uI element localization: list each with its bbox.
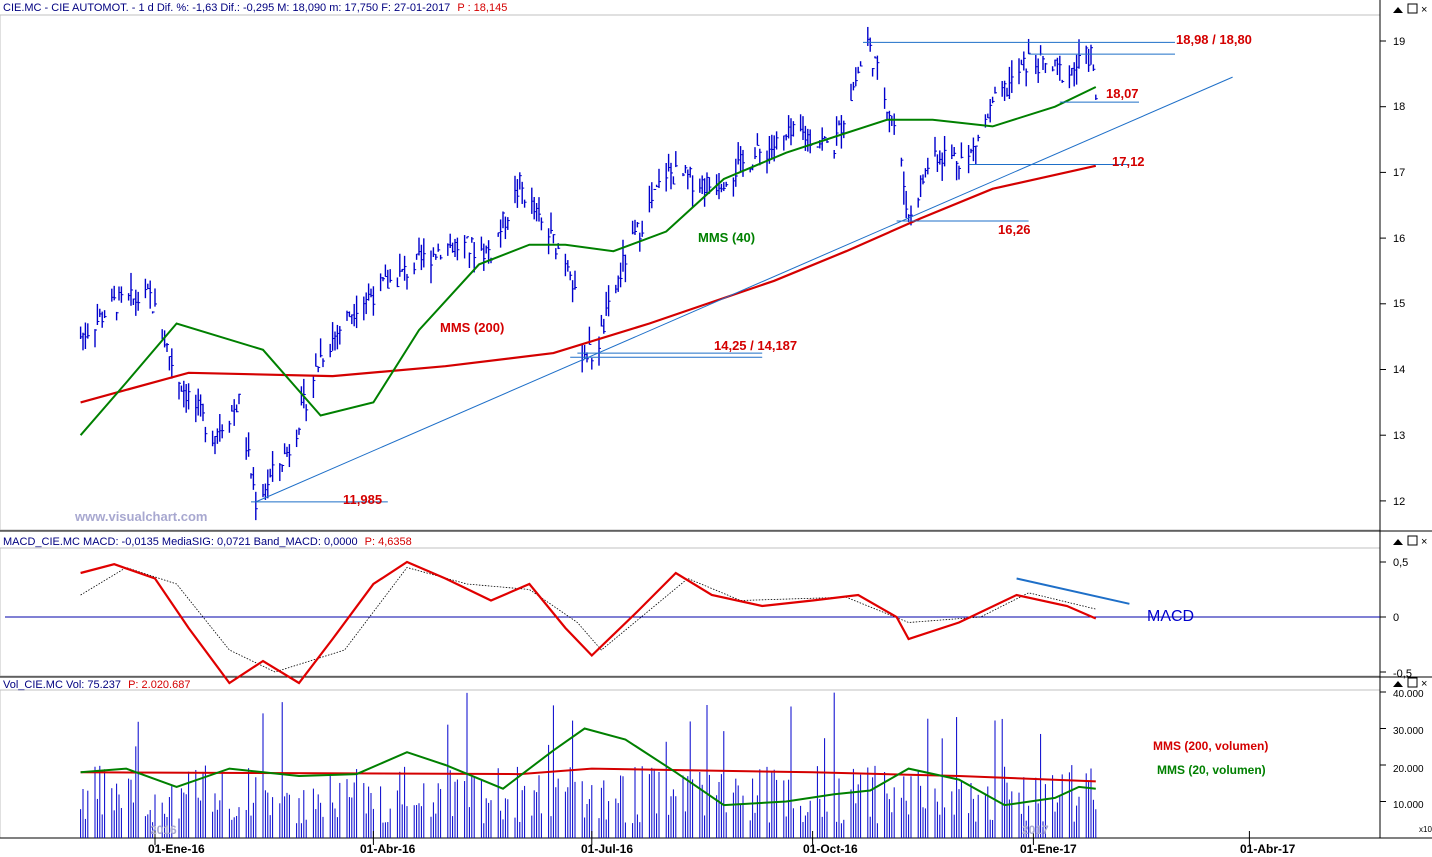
macd-header-last: P: 4,6358 — [365, 536, 412, 548]
y-tick: 30.000 — [1393, 726, 1424, 737]
price-bars — [79, 26, 1098, 521]
volume-y-axis: 40.000 30.000 20.000 10.000 — [1393, 689, 1424, 811]
level-label-18-98: 18,98 / 18,80 — [1176, 32, 1252, 47]
volume-bars — [80, 692, 1097, 838]
volume-panel-controls[interactable]: × — [1393, 677, 1427, 690]
y-tick: 40.000 — [1393, 689, 1424, 700]
level-label-18-07: 18,07 — [1106, 86, 1139, 101]
year-label-2016: 2016 — [150, 823, 177, 837]
macd-label: MACD — [1147, 608, 1194, 625]
watermark: www.visualchart.com — [74, 509, 207, 524]
volume-multiplier: x10 — [1419, 825, 1432, 834]
volume-header-last: P: 2.020.687 — [128, 679, 190, 691]
x-tick: 01-Abr-16 — [360, 842, 416, 856]
y-tick: 20.000 — [1393, 764, 1424, 775]
volume-header: Vol_CIE.MC Vol: 75.237 P: 2.020.687 — [3, 679, 190, 691]
y-tick: 19 — [1393, 36, 1405, 48]
price-header-text: CIE.MC - CIE AUTOMOT. - 1 d Dif. %: -1,6… — [3, 2, 450, 14]
x-axis: 01-Ene-16 01-Abr-16 01-Jul-16 01-Oct-16 … — [148, 842, 1296, 856]
price-panel-controls[interactable]: × — [1393, 3, 1427, 16]
y-tick: 18 — [1393, 101, 1405, 113]
close-icon[interactable]: × — [1421, 678, 1427, 690]
macd-header: MACD_CIE.MC MACD: -0,0135 MediaSIG: 0,07… — [3, 536, 412, 548]
level-label-11-985: 11,985 — [343, 492, 382, 507]
price-y-axis: 19 18 17 16 15 14 13 12 — [1393, 36, 1405, 508]
indicator-lines — [5, 76, 1380, 807]
axis-ticks — [154, 40, 1386, 845]
arrow-up-icon[interactable] — [1393, 7, 1403, 13]
close-icon[interactable]: × — [1421, 4, 1427, 16]
y-tick: 0,5 — [1393, 557, 1408, 569]
year-label-2017: 2017 — [1022, 823, 1049, 837]
arrow-up-icon[interactable] — [1393, 539, 1403, 545]
level-label-17-12: 17,12 — [1112, 154, 1145, 169]
mms200-label: MMS (200) — [440, 320, 504, 335]
level-label-16-26: 16,26 — [998, 222, 1031, 237]
close-icon[interactable]: × — [1421, 536, 1427, 548]
x-tick: 01-Ene-17 — [1020, 842, 1077, 856]
macd-panel-frame — [0, 547, 1381, 677]
maximize-icon[interactable] — [1407, 3, 1418, 14]
y-tick: 12 — [1393, 496, 1405, 508]
y-tick: 16 — [1393, 233, 1405, 245]
level-lines — [251, 41, 1175, 503]
trend-line — [255, 76, 1233, 503]
y-tick: 17 — [1393, 167, 1405, 179]
price-header-last: P : 18,145 — [457, 2, 507, 14]
arrow-up-icon[interactable] — [1393, 681, 1403, 687]
x-tick: 01-Oct-16 — [803, 842, 858, 856]
x-tick: 01-Ene-16 — [148, 842, 205, 856]
level-label-14-25: 14,25 / 14,187 — [714, 338, 797, 353]
mms40-line — [79, 86, 1097, 436]
y-tick: -0,5 — [1393, 668, 1412, 680]
x-tick: 01-Jul-16 — [581, 842, 633, 856]
vol-mms200-line — [80, 767, 1096, 783]
y-tick: 15 — [1393, 298, 1405, 310]
macd-header-text: MACD_CIE.MC MACD: -0,0135 MediaSIG: 0,07… — [3, 536, 358, 548]
x-tick: 01-Abr-17 — [1240, 842, 1296, 856]
maximize-icon[interactable] — [1407, 535, 1418, 546]
price-panel-frame — [0, 14, 1381, 531]
mms40-label: MMS (40) — [698, 230, 755, 245]
price-header: CIE.MC - CIE AUTOMOT. - 1 d Dif. %: -1,6… — [3, 2, 507, 14]
y-tick: 0 — [1393, 612, 1399, 624]
vol-mms200-label: MMS (200, volumen) — [1153, 739, 1268, 753]
macd-panel-controls[interactable]: × — [1393, 535, 1427, 548]
maximize-icon[interactable] — [1407, 677, 1418, 688]
vol-mms20-line — [80, 727, 1096, 807]
macd-y-axis: 0,5 0 -0,5 — [1393, 557, 1412, 680]
volume-header-text: Vol_CIE.MC Vol: 75.237 — [3, 679, 121, 691]
y-tick: 10.000 — [1393, 800, 1424, 811]
y-tick: 14 — [1393, 364, 1405, 376]
vol-mms20-label: MMS (20, volumen) — [1157, 763, 1266, 777]
macd-divergence-line — [1016, 577, 1130, 605]
macd-line — [80, 560, 1097, 685]
y-tick: 13 — [1393, 430, 1405, 442]
